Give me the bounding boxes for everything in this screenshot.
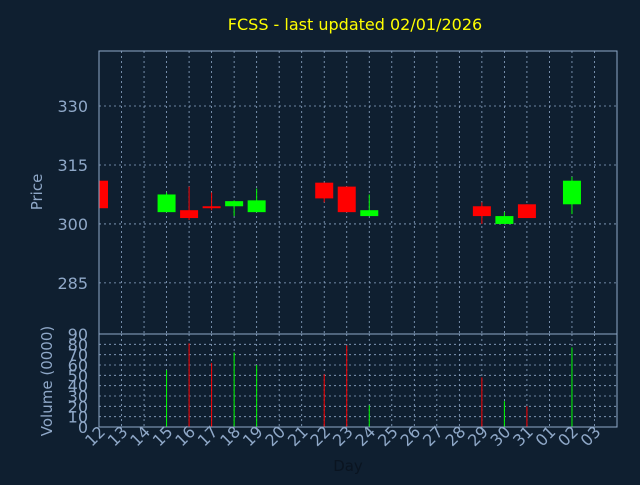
- volume-tick-label: 80: [68, 335, 88, 354]
- volume-tick-label: 30: [68, 387, 88, 406]
- volume-plot-frame: [98, 333, 618, 428]
- candle-body: [99, 180, 108, 209]
- candle-body: [157, 194, 176, 213]
- volume-tick-label: 20: [68, 397, 88, 416]
- candle-body: [472, 206, 491, 217]
- chart-title: FCSS - last updated 02/01/2026: [228, 15, 482, 34]
- candle-body: [360, 210, 379, 217]
- price-tick-label: 330: [57, 97, 88, 116]
- volume-tick-label: 40: [68, 377, 88, 396]
- volume-tick-label: 70: [68, 346, 88, 365]
- price-tick-label: 285: [57, 274, 88, 293]
- candle-body: [337, 186, 356, 213]
- candle-body: [180, 210, 199, 219]
- candle-body: [202, 206, 221, 209]
- day-axis-label: Day: [333, 457, 363, 475]
- volume-tick-label: 50: [68, 366, 88, 385]
- volume-axis-label: Volume (0000): [38, 326, 56, 436]
- volume-tick-label: 90: [68, 325, 88, 344]
- volume-tick-label: 10: [68, 408, 88, 427]
- price-axis-label: Price: [28, 174, 46, 211]
- volume-tick-label: 0: [78, 418, 88, 437]
- candle-body: [495, 216, 514, 224]
- candle-body: [225, 201, 244, 207]
- candle-body: [562, 180, 581, 205]
- day-tick-labels: 1213141516171819202122232425262728293031…: [81, 422, 604, 450]
- price-tick-label: 315: [57, 156, 88, 175]
- candle-body: [315, 182, 334, 199]
- volume-tick-label: 60: [68, 356, 88, 375]
- volume-series: [166, 343, 573, 427]
- candle-body: [247, 200, 266, 213]
- candle-body: [517, 204, 536, 219]
- price-tick-labels: 285 300 315 330: [57, 97, 88, 293]
- price-tick-label: 300: [57, 215, 88, 234]
